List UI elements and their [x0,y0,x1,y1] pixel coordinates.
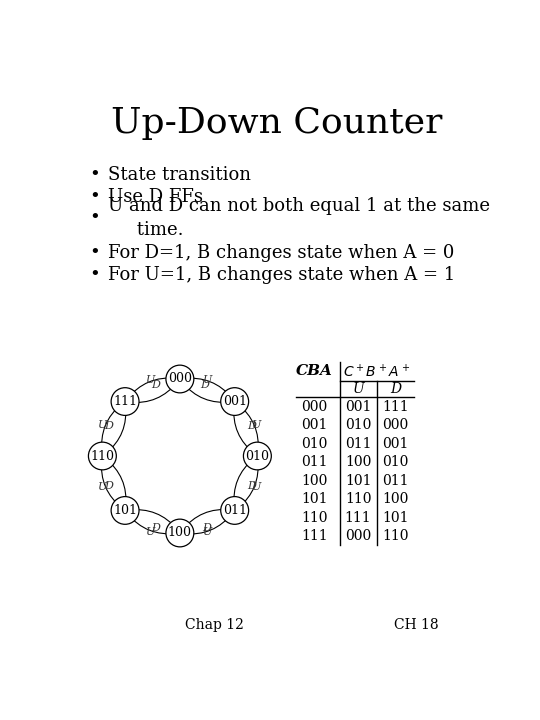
Text: 010: 010 [382,455,409,469]
Text: 001: 001 [222,395,247,408]
Text: Up-Down Counter: Up-Down Counter [111,107,442,140]
Text: D: D [104,421,113,431]
Text: U: U [98,420,107,430]
Text: CH 18: CH 18 [394,618,438,632]
Circle shape [111,497,139,524]
Text: 010: 010 [345,418,372,432]
Text: 110: 110 [90,449,114,462]
Text: U and D can not both equal 1 at the same
     time.: U and D can not both equal 1 at the same… [108,197,490,239]
Text: Use D FFs: Use D FFs [108,187,203,205]
Text: For D=1, B changes state when A = 0: For D=1, B changes state when A = 0 [108,245,454,263]
Text: 001: 001 [345,400,372,414]
Text: 100: 100 [345,455,372,469]
Circle shape [244,442,271,470]
Text: 110: 110 [382,529,409,543]
Text: D: D [151,380,160,390]
Text: U: U [352,382,364,396]
Text: 111: 111 [301,529,328,543]
Text: U: U [202,527,212,536]
Text: 100: 100 [168,526,192,539]
Text: 101: 101 [345,474,372,487]
Text: Chap 12: Chap 12 [185,618,244,632]
Text: For U=1, B changes state when A = 1: For U=1, B changes state when A = 1 [108,266,455,284]
Text: 010: 010 [245,449,269,462]
Text: 110: 110 [301,510,328,525]
Text: •: • [89,209,100,227]
Text: D: D [104,480,113,490]
Text: 001: 001 [382,436,409,451]
Text: CBA: CBA [296,364,333,378]
Text: 011: 011 [382,474,409,487]
Text: D: D [247,480,256,490]
Text: 101: 101 [301,492,328,506]
Text: D: D [200,380,208,390]
Text: 011: 011 [301,455,328,469]
Text: $C^+B^+A^+$: $C^+B^+A^+$ [343,363,410,380]
Text: 000: 000 [345,529,372,543]
Text: D: D [390,382,401,396]
Text: •: • [89,245,100,263]
Text: 100: 100 [301,474,328,487]
Text: U: U [146,527,156,536]
Text: 111: 111 [345,510,372,525]
Text: D: D [202,523,211,533]
Text: •: • [89,187,100,205]
Text: 100: 100 [382,492,409,506]
Text: 011: 011 [222,504,247,517]
Circle shape [111,387,139,415]
Circle shape [166,519,194,547]
Text: •: • [89,266,100,284]
Text: •: • [89,166,100,184]
Text: U: U [252,420,261,430]
Text: 111: 111 [382,400,409,414]
Circle shape [166,365,194,393]
Text: 101: 101 [382,510,409,525]
Text: U: U [252,482,261,492]
Text: 110: 110 [345,492,372,506]
Circle shape [221,497,248,524]
Text: 111: 111 [113,395,137,408]
Text: 001: 001 [301,418,328,432]
Text: 101: 101 [113,504,137,517]
Text: 000: 000 [168,372,192,385]
Text: D: D [247,421,256,431]
Text: 000: 000 [302,400,328,414]
Text: 011: 011 [345,436,372,451]
Text: 000: 000 [382,418,408,432]
Text: D: D [151,523,160,533]
Circle shape [89,442,116,470]
Circle shape [221,387,248,415]
Text: U: U [146,375,156,385]
Text: U: U [98,482,107,492]
Text: 010: 010 [301,436,328,451]
Text: State transition: State transition [108,166,251,184]
Text: U: U [202,375,212,385]
